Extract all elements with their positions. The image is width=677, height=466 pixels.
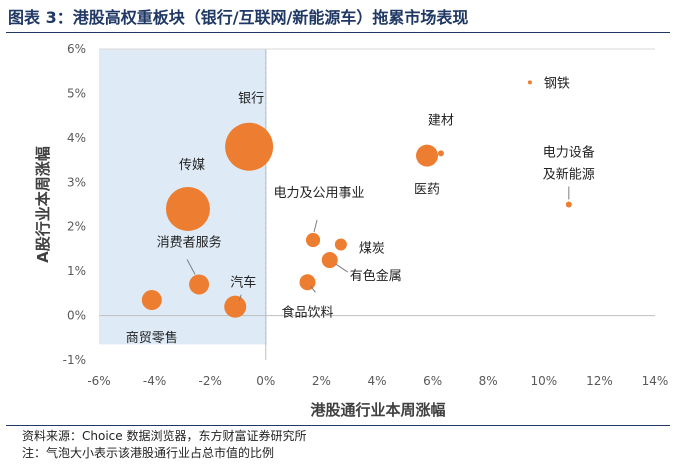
label-leader-line bbox=[310, 285, 316, 293]
label-leader-line bbox=[335, 263, 349, 273]
y-tick-label: 4% bbox=[67, 131, 86, 145]
data-bubble bbox=[189, 274, 210, 295]
x-tick-label: 6% bbox=[423, 374, 442, 388]
y-tick-label: 5% bbox=[67, 86, 86, 100]
x-tick-label: -4% bbox=[143, 374, 166, 388]
bubble-label: 商贸零售 bbox=[126, 330, 178, 346]
x-tick-label: 12% bbox=[586, 374, 613, 388]
bubble-label: 煤炭 bbox=[359, 241, 385, 256]
bubble-label: 电力设备 bbox=[543, 145, 595, 161]
figure-title: 图表 3：港股高权重板块（银行/互联网/新能源车）拖累市场表现 bbox=[8, 8, 469, 27]
x-tick-label: -2% bbox=[199, 374, 222, 388]
y-tick-label: -1% bbox=[63, 353, 86, 367]
data-bubble bbox=[299, 274, 316, 291]
data-bubble bbox=[306, 233, 321, 248]
bubble-chart: -1% 0% 1% 2% 3% 4% 5% 6% -6% -4% -2% 0% 2% 4% 6% 8% 10% 1… bbox=[34, 42, 669, 419]
y-tick-label: 3% bbox=[67, 175, 86, 189]
x-tick-label: 8% bbox=[479, 374, 498, 388]
bubble-label: 钢铁 bbox=[544, 76, 570, 91]
source-note: 资料来源：Choice 数据浏览器，东方财富证券研究所 bbox=[22, 429, 307, 443]
data-bubble bbox=[437, 150, 444, 157]
bubble-label: 及新能源 bbox=[543, 167, 595, 183]
x-tick-label: 0% bbox=[256, 374, 275, 388]
bubble-label: 电力及公用事业 bbox=[274, 186, 365, 201]
x-axis-title: 港股通行业本周涨幅 bbox=[310, 401, 445, 419]
label-leader-line bbox=[238, 294, 242, 301]
data-bubble bbox=[225, 122, 274, 171]
data-bubble bbox=[165, 186, 210, 231]
bubble-label: 汽车 bbox=[230, 275, 256, 291]
data-bubble bbox=[565, 201, 572, 208]
y-tick-label: 6% bbox=[67, 42, 86, 56]
bubble-label: 医药 bbox=[414, 183, 440, 198]
x-tick-label: -6% bbox=[87, 374, 110, 388]
y-axis-title: A股行业本周涨幅 bbox=[34, 146, 52, 263]
data-bubble bbox=[321, 252, 338, 269]
bubble-label: 传媒 bbox=[179, 158, 205, 173]
label-leader-line bbox=[313, 219, 318, 233]
x-tick-label: 2% bbox=[312, 374, 331, 388]
footer-rule bbox=[6, 425, 670, 426]
x-tick-label: 10% bbox=[530, 374, 557, 388]
bubble-size-note: 注：气泡大小表示该港股通行业占总市值的比例 bbox=[22, 446, 275, 460]
label-leader-line bbox=[186, 259, 196, 275]
data-bubble bbox=[416, 144, 439, 167]
y-tick-label: 2% bbox=[67, 220, 86, 234]
bubble-label: 银行 bbox=[238, 92, 264, 107]
x-tick-label: 14% bbox=[642, 374, 669, 388]
data-bubble bbox=[334, 238, 347, 251]
y-tick-label: 0% bbox=[67, 309, 86, 323]
bubble-label: 有色金属 bbox=[350, 268, 402, 284]
data-bubble bbox=[141, 290, 162, 311]
bubble-label: 建材 bbox=[428, 113, 454, 128]
y-tick-label: 1% bbox=[67, 264, 86, 278]
data-bubble bbox=[224, 295, 247, 318]
title-rule bbox=[6, 32, 670, 33]
bubble-label: 消费者服务 bbox=[157, 234, 222, 250]
bubble-label: 食品饮料 bbox=[281, 304, 333, 320]
data-bubble bbox=[527, 80, 532, 85]
x-tick-label: 4% bbox=[367, 374, 386, 388]
